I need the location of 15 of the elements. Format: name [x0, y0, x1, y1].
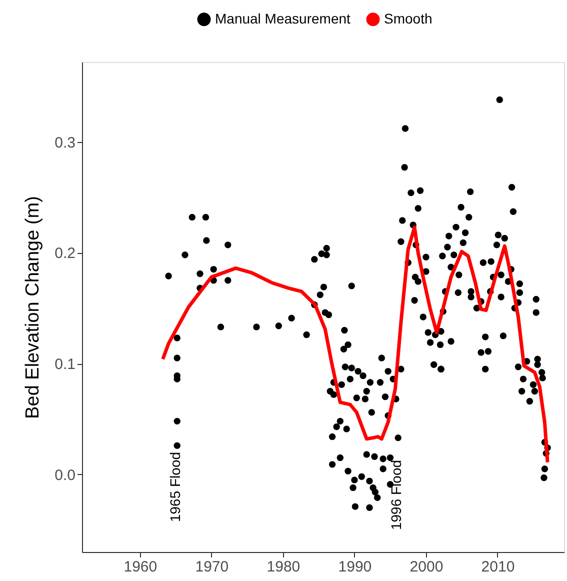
x-tick-label: 1970 — [195, 558, 229, 576]
y-tick-label: 0.2 — [54, 245, 76, 262]
x-tick-label: 2000 — [410, 558, 444, 576]
legend-label: Smooth — [384, 10, 432, 26]
y-axis-title: Bed Elevation Change (m) — [22, 196, 44, 419]
y-tick-label: 0.3 — [54, 134, 76, 152]
annotation: 1965 Flood — [167, 452, 183, 522]
x-tick-label: 2010 — [481, 558, 515, 576]
y-tick-label: 0.0 — [54, 466, 76, 484]
annotation: 1996 Flood — [388, 460, 404, 530]
legend-label: Manual Measurement — [215, 10, 351, 26]
x-tick-label: 1980 — [266, 558, 300, 576]
x-tick-label: 1960 — [124, 558, 158, 576]
x-tick-label: 1990 — [338, 558, 372, 576]
y-tick-label: 0.1 — [54, 356, 76, 374]
